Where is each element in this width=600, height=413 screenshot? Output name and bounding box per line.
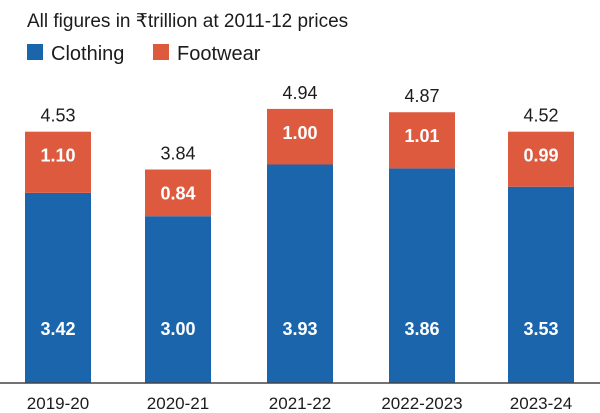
value-label-clothing-2022-2023: 3.86 [404, 319, 439, 339]
legend-swatch-footwear [153, 44, 169, 60]
legend-swatch-clothing [27, 44, 43, 60]
legend-label-clothing: Clothing [51, 43, 124, 65]
x-tick-label-2019-20: 2019-20 [27, 394, 89, 413]
legend: Clothing Footwear [27, 43, 261, 65]
value-label-clothing-2023-24: 3.53 [523, 319, 558, 339]
bar-clothing-2022-2023 [389, 168, 455, 383]
value-label-footwear-2020-21: 0.84 [160, 183, 195, 203]
x-ticks: 2019-20 2020-21 2021-22 2022-2023 2023-24 [27, 394, 572, 413]
value-label-clothing-2019-20: 3.42 [40, 319, 75, 339]
legend-label-footwear: Footwear [177, 43, 261, 65]
bars-group: 3.42 1.10 4.53 3.00 0.84 3.84 3.93 1.00 4.94 3.86… [25, 83, 574, 383]
bar-footwear-2019-20 [25, 131, 91, 193]
x-tick-label-2022-2023: 2022-2023 [381, 394, 462, 413]
value-label-footwear-2022-2023: 1.01 [404, 126, 439, 146]
total-label-2019-20: 4.53 [40, 106, 75, 126]
total-label-2020-21: 3.84 [160, 143, 195, 163]
bar-clothing-2020-21 [145, 216, 211, 383]
chart-title: All figures in ₹trillion at 2011-12 pric… [27, 11, 348, 32]
bar-footwear-2020-21 [145, 169, 211, 217]
bar-clothing-2021-22 [267, 164, 333, 383]
value-label-footwear-2023-24: 0.99 [523, 146, 558, 166]
total-label-2023-24: 4.52 [523, 106, 558, 126]
value-label-clothing-2021-22: 3.93 [282, 319, 317, 339]
value-label-clothing-2020-21: 3.00 [160, 319, 195, 339]
bar-clothing-2023-24 [508, 186, 574, 383]
x-tick-label-2021-22: 2021-22 [269, 394, 331, 413]
x-tick-label-2023-24: 2023-24 [510, 394, 572, 413]
bar-footwear-2021-22 [267, 108, 333, 165]
total-label-2022-2023: 4.87 [404, 86, 439, 106]
bar-clothing-2019-20 [25, 192, 91, 383]
value-label-footwear-2021-22: 1.00 [282, 123, 317, 143]
x-tick-label-2020-21: 2020-21 [147, 394, 209, 413]
total-label-2021-22: 4.94 [282, 83, 317, 103]
value-label-footwear-2019-20: 1.10 [40, 146, 75, 166]
bar-footwear-2022-2023 [389, 112, 455, 169]
bar-footwear-2023-24 [508, 131, 574, 187]
